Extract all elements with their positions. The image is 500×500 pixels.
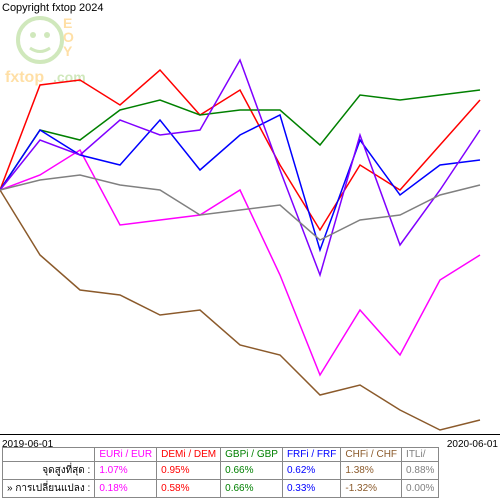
table-cell: 0.66% — [221, 462, 283, 480]
row-label: จุดสูงที่สุด : — [3, 462, 95, 480]
table-cell: 0.00% — [402, 480, 439, 498]
table-cell: -1.32% — [341, 480, 402, 498]
table-corner — [3, 448, 95, 462]
table-cell: 0.66% — [221, 480, 283, 498]
table-cell: 0.88% — [402, 462, 439, 480]
table-cell: 0.58% — [157, 480, 221, 498]
col-header: CHFi / CHF — [341, 448, 402, 462]
col-header: GBPi / GBP — [221, 448, 283, 462]
table-cell: 0.18% — [95, 480, 157, 498]
table-cell: 0.33% — [282, 480, 340, 498]
col-header: FRFi / FRF — [282, 448, 340, 462]
chart-area — [0, 15, 500, 435]
row-label: » การเปลี่ยนแปลง : — [3, 480, 95, 498]
table-cell: 1.07% — [95, 462, 157, 480]
col-header: EURi / EUR — [95, 448, 157, 462]
legend-table: EURi / EURDEMi / DEMGBPi / GBPFRFi / FRF… — [2, 447, 500, 498]
table-cell: 0.95% — [157, 462, 221, 480]
col-header: ITLi/ — [402, 448, 439, 462]
table-cell: 0.62% — [282, 462, 340, 480]
table-cell: 1.38% — [341, 462, 402, 480]
col-header: DEMi / DEM — [157, 448, 221, 462]
